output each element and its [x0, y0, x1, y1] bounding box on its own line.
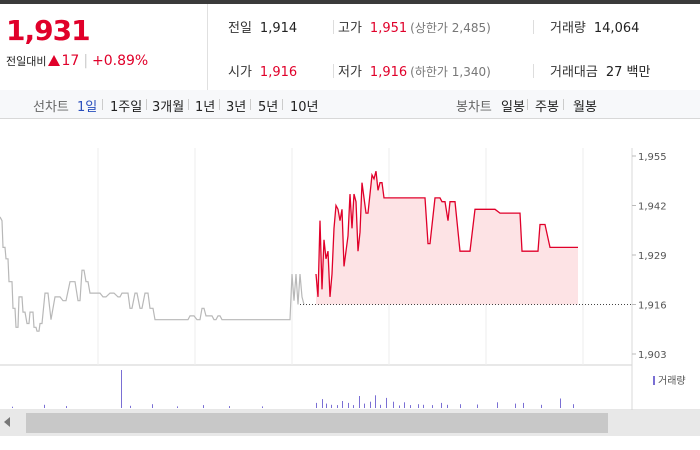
change-percent: +0.89% — [92, 53, 149, 69]
volume-bar — [177, 406, 178, 408]
y-tick-label: 1,955 — [638, 152, 667, 163]
candle-monthly-tab[interactable]: 월봉 — [573, 100, 597, 115]
candle-daily-tab[interactable]: 일봉 — [501, 100, 525, 115]
price-box: 1,931 전일대비 17 | +0.89% — [0, 4, 208, 90]
volume-legend: 거래량 — [653, 372, 686, 387]
change-divider: | — [83, 53, 89, 69]
volume-bar — [447, 404, 448, 408]
period-3y-tab[interactable]: 3년 — [226, 100, 247, 115]
volume-bar — [375, 395, 376, 408]
volume-legend-label: 거래량 — [658, 376, 686, 387]
volume-bar — [418, 404, 419, 408]
volume-bar — [370, 401, 371, 408]
toolbar-divider — [282, 99, 283, 110]
stat-high: 고가 1,951 (상한가 2,485) — [338, 21, 491, 36]
toolbar-divider — [563, 99, 564, 110]
change-label: 전일대비 — [6, 55, 47, 68]
volume-bar — [316, 402, 317, 408]
stat-trade-value: 거래대금 27 백만 — [550, 65, 651, 80]
volume-bar — [262, 406, 263, 408]
stat-open: 시가 1,916 — [228, 65, 298, 80]
toolbar-divider — [146, 99, 147, 110]
stat-volume: 거래량 14,064 — [550, 21, 640, 36]
toolbar-divider — [527, 99, 528, 110]
volume-bar — [423, 404, 424, 408]
candle-weekly-tab[interactable]: 주봉 — [535, 100, 559, 115]
period-1d-tab[interactable]: 1일 — [77, 100, 98, 115]
volume-bar — [44, 404, 45, 408]
price-summary: 1,931 전일대비 17 | +0.89% 전일 1,914 고가 1,951 (상한가 … — [0, 4, 700, 91]
chart-scrollbar[interactable] — [0, 410, 700, 436]
volume-bar — [364, 403, 365, 408]
volume-bar — [399, 405, 400, 408]
toolbar-divider — [219, 99, 220, 110]
price-line — [315, 171, 578, 297]
period-5y-tab[interactable]: 5년 — [258, 100, 279, 115]
chart-toolbar: 선차트 1일 1주일 3개월 1년 3년 5년 10년 봉차트 일봉 주봉 월봉 — [0, 90, 700, 119]
volume-bar — [353, 405, 354, 408]
scroll-thumb[interactable] — [26, 413, 608, 433]
previous-session-line — [0, 216, 305, 332]
intraday-chart: 1,955 1,942 1,929 1,916 1,903 — [0, 118, 700, 411]
scroll-left-arrow-icon[interactable] — [4, 417, 10, 427]
stat-divider — [533, 20, 534, 34]
volume-bar — [331, 404, 332, 408]
stat-divider — [333, 64, 334, 78]
volume-bar — [337, 405, 338, 408]
volume-bar — [404, 402, 405, 408]
volume-bar — [515, 403, 516, 408]
change-value: 17 — [61, 53, 80, 69]
volume-bar — [348, 402, 349, 408]
volume-bar — [322, 399, 323, 408]
volume-bar — [203, 405, 204, 408]
current-price: 1,931 — [6, 14, 91, 47]
y-tick-label: 1,929 — [638, 251, 667, 262]
period-1y-tab[interactable]: 1년 — [195, 100, 216, 115]
volume-bar — [523, 402, 524, 408]
volume-bar — [432, 405, 433, 408]
stat-divider — [533, 64, 534, 78]
price-area-fill — [316, 171, 578, 305]
volume-bar — [410, 405, 411, 408]
volume-bar — [541, 404, 542, 408]
volume-bar — [121, 370, 122, 408]
volume-bar — [441, 402, 442, 408]
y-tick-label: 1,916 — [638, 301, 667, 312]
top-rule — [0, 0, 700, 4]
change-row: 전일대비 17 | +0.89% — [6, 53, 148, 69]
volume-bar — [573, 404, 574, 408]
volume-bar — [477, 404, 478, 408]
volume-bar — [497, 402, 498, 408]
volume-bar — [342, 401, 343, 408]
volume-bar — [66, 406, 67, 408]
toolbar-divider — [102, 99, 103, 110]
volume-bar — [326, 403, 327, 408]
stat-low: 저가 1,916 (하한가 1,340) — [338, 65, 491, 80]
toolbar-divider — [188, 99, 189, 110]
candle-chart-label: 봉차트 — [456, 100, 492, 115]
volume-bar — [393, 401, 394, 408]
intraday-chart-svg: 1,955 1,942 1,929 1,916 1,903 — [0, 148, 700, 411]
line-chart-label: 선차트 — [33, 100, 69, 115]
period-3m-tab[interactable]: 3개월 — [152, 100, 185, 115]
period-10y-tab[interactable]: 10년 — [290, 100, 319, 115]
up-triangle-icon — [48, 55, 61, 66]
volume-legend-swatch — [653, 376, 655, 385]
y-tick-label: 1,903 — [638, 350, 667, 361]
y-tick-label: 1,942 — [638, 202, 667, 213]
toolbar-divider — [250, 99, 251, 110]
volume-bar — [359, 396, 360, 408]
stat-prev-close: 전일 1,914 — [228, 21, 298, 36]
volume-bar — [12, 406, 13, 408]
volume-bar — [560, 398, 561, 408]
volume-bar — [386, 397, 387, 408]
volume-bar — [229, 406, 230, 408]
stat-divider — [333, 20, 334, 34]
volume-bar — [380, 404, 381, 408]
volume-bar — [130, 405, 131, 408]
volume-bar — [460, 404, 461, 408]
volume-bar — [152, 404, 153, 408]
period-1w-tab[interactable]: 1주일 — [110, 100, 143, 115]
